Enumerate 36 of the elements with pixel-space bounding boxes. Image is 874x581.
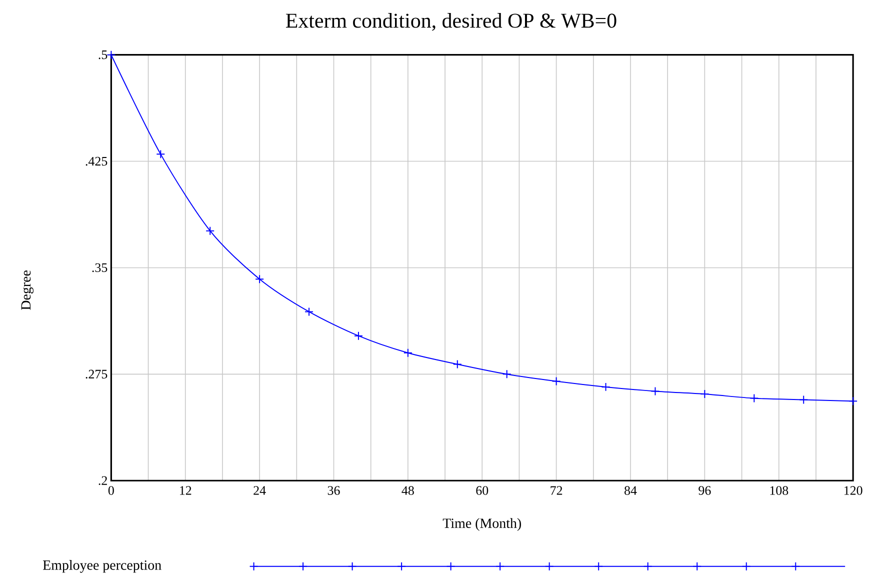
point — [552, 376, 561, 386]
x-tick-label: 84 — [624, 486, 637, 495]
point — [452, 360, 462, 369]
x-tick-label: 48 — [402, 486, 414, 495]
point — [106, 50, 116, 60]
text: Employee perception — [42, 560, 162, 573]
point — [304, 307, 314, 316]
y-tick-label: .5 — [98, 50, 108, 60]
point — [403, 348, 412, 358]
point — [700, 389, 710, 398]
y-tick-label: .2 — [98, 476, 107, 485]
point — [750, 394, 759, 403]
x-tick-label: 72 — [550, 486, 562, 495]
point — [650, 386, 660, 396]
x-tick-label: 36 — [328, 486, 340, 495]
chart-title: Exterm condition, desired OP & WB=0 — [286, 12, 616, 31]
y-axis-title: Degree — [21, 270, 34, 310]
y-tick-label: .35 — [92, 263, 108, 272]
x-tick-label: 60 — [476, 486, 488, 495]
point — [601, 382, 610, 392]
x-tick-label: 120 — [844, 486, 862, 495]
point — [156, 150, 166, 159]
x-tick-label: 96 — [698, 486, 711, 495]
point — [255, 274, 264, 284]
point — [799, 395, 808, 404]
point — [354, 331, 363, 340]
x-axis-title: Time (Month) — [442, 518, 521, 531]
x-tick-label: 12 — [180, 486, 192, 495]
y-tick-label: .425 — [86, 156, 108, 166]
point — [206, 226, 215, 236]
x-tick-label: 108 — [770, 486, 788, 495]
point — [848, 396, 858, 406]
point — [502, 370, 512, 378]
y-tick-label: .275 — [86, 370, 108, 378]
x-tick-label: 0 — [108, 486, 114, 495]
x-tick-label: 24 — [254, 486, 266, 495]
